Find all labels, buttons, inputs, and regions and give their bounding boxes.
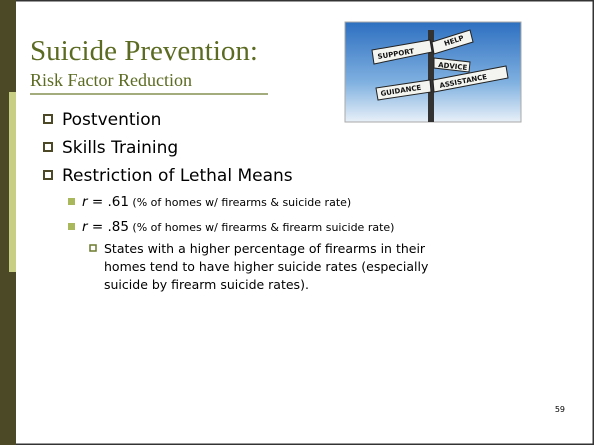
detail-icon xyxy=(89,244,97,252)
bullet-text: Skills Training xyxy=(62,138,178,158)
detail-line: suicide by firearm suicide rates). xyxy=(104,277,309,292)
note: (% of homes w/ firearms & suicide rate) xyxy=(129,196,351,209)
sub-bullet-icon xyxy=(68,198,75,205)
bullet-icon xyxy=(43,142,53,152)
page-number: 59 xyxy=(555,405,565,414)
detail-line: States with a higher percentage of firea… xyxy=(104,241,426,256)
variable: r xyxy=(82,194,89,210)
bullets: Postvention Skills Training Restriction … xyxy=(43,110,293,186)
sign-text: ADVICE xyxy=(438,61,468,72)
sub-bullet: r = .61 (% of homes w/ firearms & suicid… xyxy=(82,194,351,210)
photo: SUPPORT HELP ADVICE GUIDANCE ASSISTANCE xyxy=(344,21,522,123)
sub-bullet: r = .85 (% of homes w/ firearms & firear… xyxy=(82,219,394,235)
side-accent xyxy=(9,92,16,272)
bullet-text: Postvention xyxy=(62,110,161,130)
value: = .61 xyxy=(88,194,129,210)
value: = .85 xyxy=(88,219,129,235)
sub-bullet-icon xyxy=(68,223,75,230)
detail: States with a higher percentage of firea… xyxy=(89,241,429,292)
bullet-icon xyxy=(43,114,53,124)
sub-bullets: r = .61 (% of homes w/ firearms & suicid… xyxy=(68,194,394,235)
note: (% of homes w/ firearms & firearm suicid… xyxy=(129,221,395,234)
variable: r xyxy=(82,219,89,235)
subtitle: Risk Factor Reduction xyxy=(30,70,192,90)
detail-line: homes tend to have higher suicide rates … xyxy=(104,259,429,274)
bullet-text: Restriction of Lethal Means xyxy=(62,166,293,186)
bullet-icon xyxy=(43,170,53,180)
title: Suicide Prevention: xyxy=(30,35,258,67)
